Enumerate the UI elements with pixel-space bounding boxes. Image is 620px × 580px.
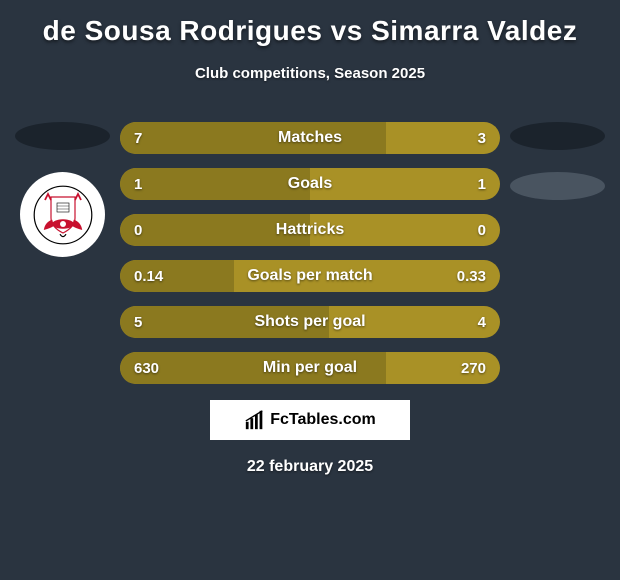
stat-bar: 0.14 Goals per match 0.33 <box>120 260 500 292</box>
stat-bar: 0 Hattricks 0 <box>120 214 500 246</box>
stat-bar: 7 Matches 3 <box>120 122 500 154</box>
stat-value-right: 4 <box>478 314 486 331</box>
brand-content: FcTables.com <box>244 409 376 431</box>
stat-value-left: 7 <box>134 130 142 147</box>
right-column <box>505 122 610 222</box>
stat-label: Goals <box>288 175 332 193</box>
left-column <box>10 122 115 257</box>
name-chip-right <box>510 122 605 150</box>
stat-value-right: 270 <box>461 360 486 377</box>
stat-label: Min per goal <box>263 359 357 377</box>
stat-value-left: 630 <box>134 360 159 377</box>
stat-label: Shots per goal <box>254 313 365 331</box>
content-row: 7 Matches 3 1 Goals 1 0 Hattricks 0 0.14 Goals per… <box>0 122 620 398</box>
stat-bar: 5 Shots per goal 4 <box>120 306 500 338</box>
stat-value-left: 1 <box>134 176 142 193</box>
stat-bar-content: 1 Goals 1 <box>120 168 500 200</box>
stat-value-left: 0.14 <box>134 268 163 285</box>
stat-label: Matches <box>278 129 342 147</box>
stat-label: Goals per match <box>247 267 372 285</box>
brand-badge: FcTables.com <box>210 400 410 440</box>
brand-text: FcTables.com <box>270 411 376 429</box>
club-badge-left <box>20 172 105 257</box>
stat-bar: 630 Min per goal 270 <box>120 352 500 384</box>
stat-bar-content: 7 Matches 3 <box>120 122 500 154</box>
stat-label: Hattricks <box>276 221 344 239</box>
club-logo-icon <box>33 185 93 245</box>
stat-value-right: 1 <box>478 176 486 193</box>
comparison-card: de Sousa Rodrigues vs Simarra Valdez Clu… <box>0 0 620 486</box>
stat-bar-content: 5 Shots per goal 4 <box>120 306 500 338</box>
club-chip-right <box>510 172 605 200</box>
brand-logo-icon <box>244 409 266 431</box>
stat-value-right: 0 <box>478 222 486 239</box>
stat-bar: 1 Goals 1 <box>120 168 500 200</box>
card-subtitle: Club competitions, Season 2025 <box>0 65 620 82</box>
stat-bar-content: 0 Hattricks 0 <box>120 214 500 246</box>
stat-bar-content: 630 Min per goal 270 <box>120 352 500 384</box>
stat-value-left: 0 <box>134 222 142 239</box>
stat-value-right: 0.33 <box>457 268 486 285</box>
stat-value-left: 5 <box>134 314 142 331</box>
stats-column: 7 Matches 3 1 Goals 1 0 Hattricks 0 0.14 Goals per… <box>115 122 505 398</box>
card-title: de Sousa Rodrigues vs Simarra Valdez <box>0 15 620 47</box>
name-chip-left <box>15 122 110 150</box>
card-date: 22 february 2025 <box>0 458 620 476</box>
stat-bar-content: 0.14 Goals per match 0.33 <box>120 260 500 292</box>
stat-value-right: 3 <box>478 130 486 147</box>
